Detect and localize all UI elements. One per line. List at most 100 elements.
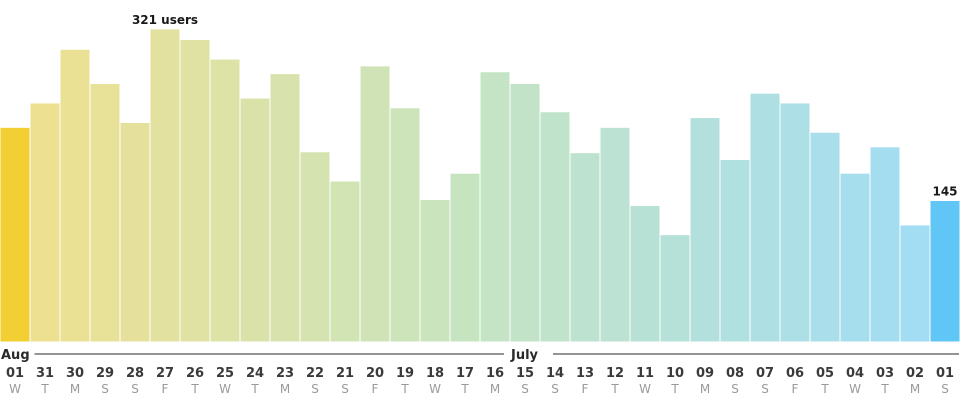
month-label-1: July bbox=[510, 348, 539, 363]
tick-day-28: 04 bbox=[846, 366, 864, 381]
tick-day-11: 21 bbox=[336, 366, 354, 381]
tick-weekday-1: T bbox=[40, 382, 49, 396]
tick-day-14: 18 bbox=[426, 366, 444, 381]
bar-8 bbox=[239, 97, 271, 343]
tick-day-26: 06 bbox=[786, 366, 804, 381]
bar-4 bbox=[119, 121, 151, 343]
bar-28 bbox=[839, 172, 871, 343]
tick-weekday-22: T bbox=[670, 382, 679, 396]
bar-13 bbox=[389, 107, 421, 343]
bar-30 bbox=[899, 224, 931, 343]
tick-weekday-15: T bbox=[460, 382, 469, 396]
tick-day-25: 07 bbox=[756, 366, 774, 381]
tick-weekday-29: T bbox=[880, 382, 889, 396]
bar-16 bbox=[479, 71, 511, 343]
value-label-0: 321 users bbox=[132, 13, 198, 27]
tick-day-31: 01 bbox=[936, 366, 954, 381]
bar-10 bbox=[299, 151, 331, 343]
tick-day-17: 15 bbox=[516, 366, 534, 381]
tick-day-3: 29 bbox=[96, 366, 114, 381]
tick-weekday-19: F bbox=[582, 382, 589, 396]
bar-31 bbox=[929, 200, 961, 343]
tick-day-2: 30 bbox=[66, 366, 84, 381]
tick-weekday-24: S bbox=[731, 382, 739, 396]
tick-weekday-26: F bbox=[792, 382, 799, 396]
tick-weekday-30: M bbox=[910, 382, 920, 396]
tick-day-18: 14 bbox=[546, 366, 564, 381]
bar-6 bbox=[179, 39, 211, 343]
bar-5 bbox=[149, 28, 181, 343]
tick-weekday-18: S bbox=[551, 382, 559, 396]
tick-day-30: 02 bbox=[906, 366, 924, 381]
tick-day-10: 22 bbox=[306, 366, 324, 381]
tick-weekday-25: S bbox=[761, 382, 769, 396]
tick-weekday-11: S bbox=[341, 382, 349, 396]
tick-weekday-10: S bbox=[311, 382, 319, 396]
tick-day-16: 16 bbox=[486, 366, 504, 381]
tick-day-0: 01 bbox=[6, 366, 24, 381]
tick-weekday-21: W bbox=[639, 382, 651, 396]
tick-weekday-20: T bbox=[610, 382, 619, 396]
tick-day-4: 28 bbox=[126, 366, 144, 381]
tick-day-15: 17 bbox=[456, 366, 474, 381]
tick-weekday-31: S bbox=[941, 382, 949, 396]
bar-15 bbox=[449, 172, 481, 343]
bar-2 bbox=[59, 48, 91, 343]
tick-weekday-0: W bbox=[9, 382, 21, 396]
bar-3 bbox=[89, 82, 121, 343]
tick-weekday-13: T bbox=[400, 382, 409, 396]
bar-20 bbox=[599, 126, 631, 343]
tick-day-19: 13 bbox=[576, 366, 594, 381]
tick-day-7: 25 bbox=[216, 366, 234, 381]
bar-18 bbox=[539, 111, 571, 343]
tick-day-21: 11 bbox=[636, 366, 654, 381]
bar-0 bbox=[0, 126, 31, 343]
tick-weekday-3: S bbox=[101, 382, 109, 396]
bar-25 bbox=[749, 92, 781, 343]
tick-weekday-4: S bbox=[131, 382, 139, 396]
tick-weekday-27: T bbox=[820, 382, 829, 396]
tick-day-9: 23 bbox=[276, 366, 294, 381]
tick-weekday-12: F bbox=[372, 382, 379, 396]
tick-day-22: 10 bbox=[666, 366, 684, 381]
tick-day-1: 31 bbox=[36, 366, 54, 381]
tick-day-20: 12 bbox=[606, 366, 624, 381]
bar-21 bbox=[629, 204, 661, 343]
tick-weekday-8: T bbox=[250, 382, 259, 396]
bar-22 bbox=[659, 234, 691, 343]
bar-9 bbox=[269, 73, 301, 343]
tick-day-29: 03 bbox=[876, 366, 894, 381]
tick-weekday-28: W bbox=[849, 382, 861, 396]
bar-26 bbox=[779, 102, 811, 343]
tick-day-8: 24 bbox=[246, 366, 264, 381]
bar-17 bbox=[509, 82, 541, 343]
tick-weekday-23: M bbox=[700, 382, 710, 396]
bar-23 bbox=[689, 117, 721, 343]
tick-day-6: 26 bbox=[186, 366, 204, 381]
tick-weekday-2: M bbox=[70, 382, 80, 396]
tick-weekday-14: W bbox=[429, 382, 441, 396]
tick-day-23: 09 bbox=[696, 366, 714, 381]
bar-27 bbox=[809, 131, 841, 343]
value-label-1: 145 bbox=[932, 185, 957, 199]
tick-weekday-7: W bbox=[219, 382, 231, 396]
tick-day-24: 08 bbox=[726, 366, 744, 381]
bar-19 bbox=[569, 152, 601, 343]
tick-weekday-16: M bbox=[490, 382, 500, 396]
tick-weekday-5: F bbox=[162, 382, 169, 396]
bar-12 bbox=[359, 65, 391, 343]
tick-weekday-6: T bbox=[190, 382, 199, 396]
bar-24 bbox=[719, 159, 751, 343]
month-label-0: Aug bbox=[1, 348, 30, 363]
tick-weekday-17: S bbox=[521, 382, 529, 396]
tick-day-27: 05 bbox=[816, 366, 834, 381]
tick-weekday-9: M bbox=[280, 382, 290, 396]
bar-11 bbox=[329, 180, 361, 343]
bar-7 bbox=[209, 58, 241, 343]
bar-1 bbox=[29, 102, 61, 343]
bar-29 bbox=[869, 146, 901, 343]
tick-day-5: 27 bbox=[156, 366, 174, 381]
tick-day-12: 20 bbox=[366, 366, 384, 381]
